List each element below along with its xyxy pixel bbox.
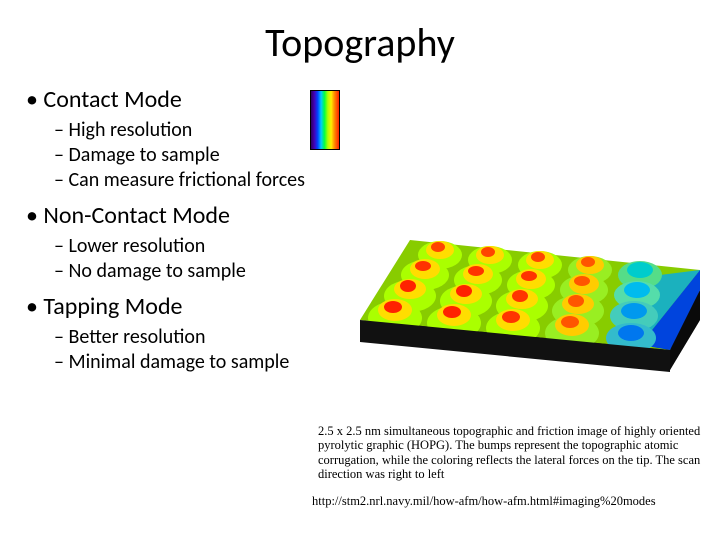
figure-area	[310, 90, 710, 420]
bullet-list: Contact Mode High resolution Damage to s…	[20, 77, 320, 375]
mode-heading-contact: Contact Mode	[26, 85, 320, 114]
sub-item: Damage to sample	[26, 143, 320, 168]
slide-title: Topography	[0, 0, 720, 77]
figure-caption: 2.5 x 2.5 nm simultaneous topographic an…	[318, 424, 708, 482]
sub-item: No damage to sample	[26, 259, 320, 284]
sub-item: Lower resolution	[26, 234, 320, 259]
sub-item: Can measure frictional forces	[26, 168, 320, 193]
sub-item: High resolution	[26, 118, 320, 143]
mode-heading-tapping: Tapping Mode	[26, 292, 320, 321]
source-url: http://stm2.nrl.navy.mil/how-afm/how-afm…	[312, 494, 656, 509]
mode-heading-noncontact: Non-Contact Mode	[26, 201, 320, 230]
sub-item: Minimal damage to sample	[26, 350, 320, 375]
colorbar-icon	[310, 90, 340, 150]
sub-item: Better resolution	[26, 325, 320, 350]
afm-surface-plot	[350, 90, 710, 410]
